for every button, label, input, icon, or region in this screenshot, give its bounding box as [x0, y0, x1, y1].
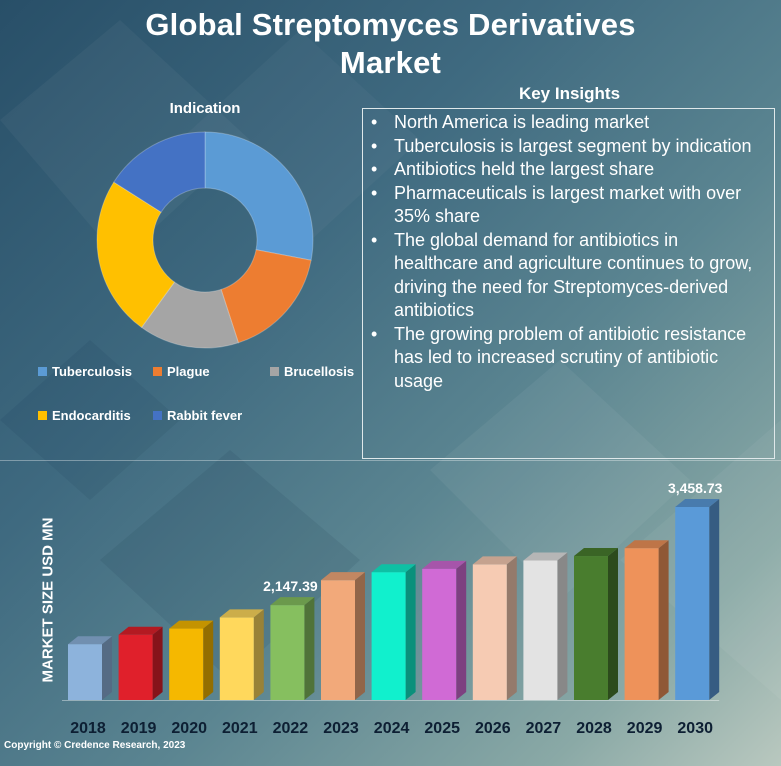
legend-item: Endocarditis — [38, 408, 131, 423]
insight-item: • North America is leading market — [371, 111, 764, 135]
insight-item: • The global demand for antibiotics in he… — [371, 229, 764, 323]
insights-list: • North America is leading market • Tubercu… — [371, 111, 764, 393]
bullet-icon: • — [371, 182, 378, 203]
legend-swatch — [270, 367, 279, 376]
legend-label: Plague — [167, 364, 210, 379]
legend-label: Brucellosis — [284, 364, 355, 379]
x-tick-label: 2028 — [576, 720, 612, 737]
x-tick-label: 2026 — [475, 720, 511, 737]
x-tick-label: 2023 — [323, 720, 359, 737]
bullet-icon: • — [371, 323, 378, 344]
donut-slice-tuberculosis — [204, 131, 314, 261]
legend-swatch — [38, 411, 47, 420]
page-title: Global Streptomyces Derivatives Market — [0, 6, 781, 82]
legend-item: Plague — [153, 364, 210, 379]
x-tick-label: 2018 — [70, 720, 106, 737]
insight-text: Antibiotics held the largest share — [394, 159, 655, 179]
legend-swatch — [38, 367, 47, 376]
x-tick-label: 2029 — [627, 720, 663, 737]
legend-label: Rabbit fever — [167, 408, 243, 423]
bullet-icon: • — [371, 135, 378, 156]
insight-text: Tuberculosis is largest segment by indic… — [394, 135, 752, 156]
bar-2023 — [321, 572, 365, 700]
insight-item: • Tuberculosis is largest segment by indi… — [371, 135, 764, 159]
donut-slice-plague — [220, 249, 312, 344]
bar-2021 — [219, 609, 264, 700]
bar-2027 — [523, 552, 568, 700]
bullet-icon: • — [371, 112, 378, 132]
donut-slice-rabbit-fever — [113, 131, 206, 213]
legend-swatch — [153, 367, 162, 376]
bar-2025 — [422, 560, 467, 700]
bar-2026 — [472, 556, 517, 700]
legend-item: Brucellosis — [270, 364, 354, 379]
title-line-2: Market — [339, 45, 442, 80]
bar-2028 — [574, 548, 618, 700]
title-line-1: Global Streptomyces Derivatives — [145, 7, 636, 42]
insights-heading: Key Insights — [518, 84, 621, 103]
donut-slice-brucellosis — [140, 281, 240, 349]
insight-text: The growing problem of antibiotic resist… — [394, 323, 747, 391]
data-label: 3,458.73 — [668, 480, 723, 496]
insight-text: Pharmaceuticals is largest market with o… — [394, 182, 742, 227]
legend-item: Rabbit fever — [153, 408, 242, 423]
legend-swatch — [153, 411, 162, 420]
x-tick-label: 2019 — [121, 720, 157, 737]
bar-2022 — [270, 597, 315, 700]
x-tick-label: 2025 — [424, 720, 460, 737]
legend-label: Tuberculosis — [52, 364, 132, 379]
legend-label: Endocarditis — [52, 408, 131, 423]
bar-2020 — [169, 620, 214, 700]
insight-text: The global demand for antibiotics in hea… — [394, 229, 753, 321]
x-tick-label: 2030 — [677, 720, 713, 737]
bar-2024 — [371, 564, 416, 700]
bar-2030 — [675, 499, 720, 700]
x-tick-label: 2021 — [222, 720, 258, 737]
legend-item: Tuberculosis — [38, 364, 132, 379]
donut-title: Indication — [169, 100, 241, 117]
copyright-text: Copyright © Credence Research, 2023 — [4, 740, 186, 751]
x-tick-label: 2020 — [171, 720, 207, 737]
donut-chart — [96, 131, 314, 349]
data-label: 2,147.39 — [263, 578, 318, 594]
bar-2018 — [68, 636, 112, 700]
bar-2029 — [624, 540, 669, 700]
bullet-icon: • — [371, 229, 378, 250]
section-divider — [0, 460, 781, 461]
x-tick-label: 2027 — [526, 720, 562, 737]
bar-chart: 2018 2019 2020 2021 2022 2,147.39 2023 2024 2025… — [62, 480, 723, 737]
insight-text: North America is leading market — [394, 112, 650, 132]
insight-item: • The growing problem of antibiotic resis… — [371, 323, 764, 394]
insights-box: • North America is leading market • Tubercu… — [362, 108, 775, 459]
insight-item: • Antibiotics held the largest share — [371, 158, 764, 182]
x-tick-label: 2022 — [273, 720, 309, 737]
insight-item: • Pharmaceuticals is largest market with … — [371, 182, 764, 229]
x-tick-label: 2024 — [374, 720, 410, 737]
bullet-icon: • — [371, 159, 378, 179]
donut-slice-endocarditis — [96, 181, 176, 329]
bar-2019 — [118, 626, 163, 700]
